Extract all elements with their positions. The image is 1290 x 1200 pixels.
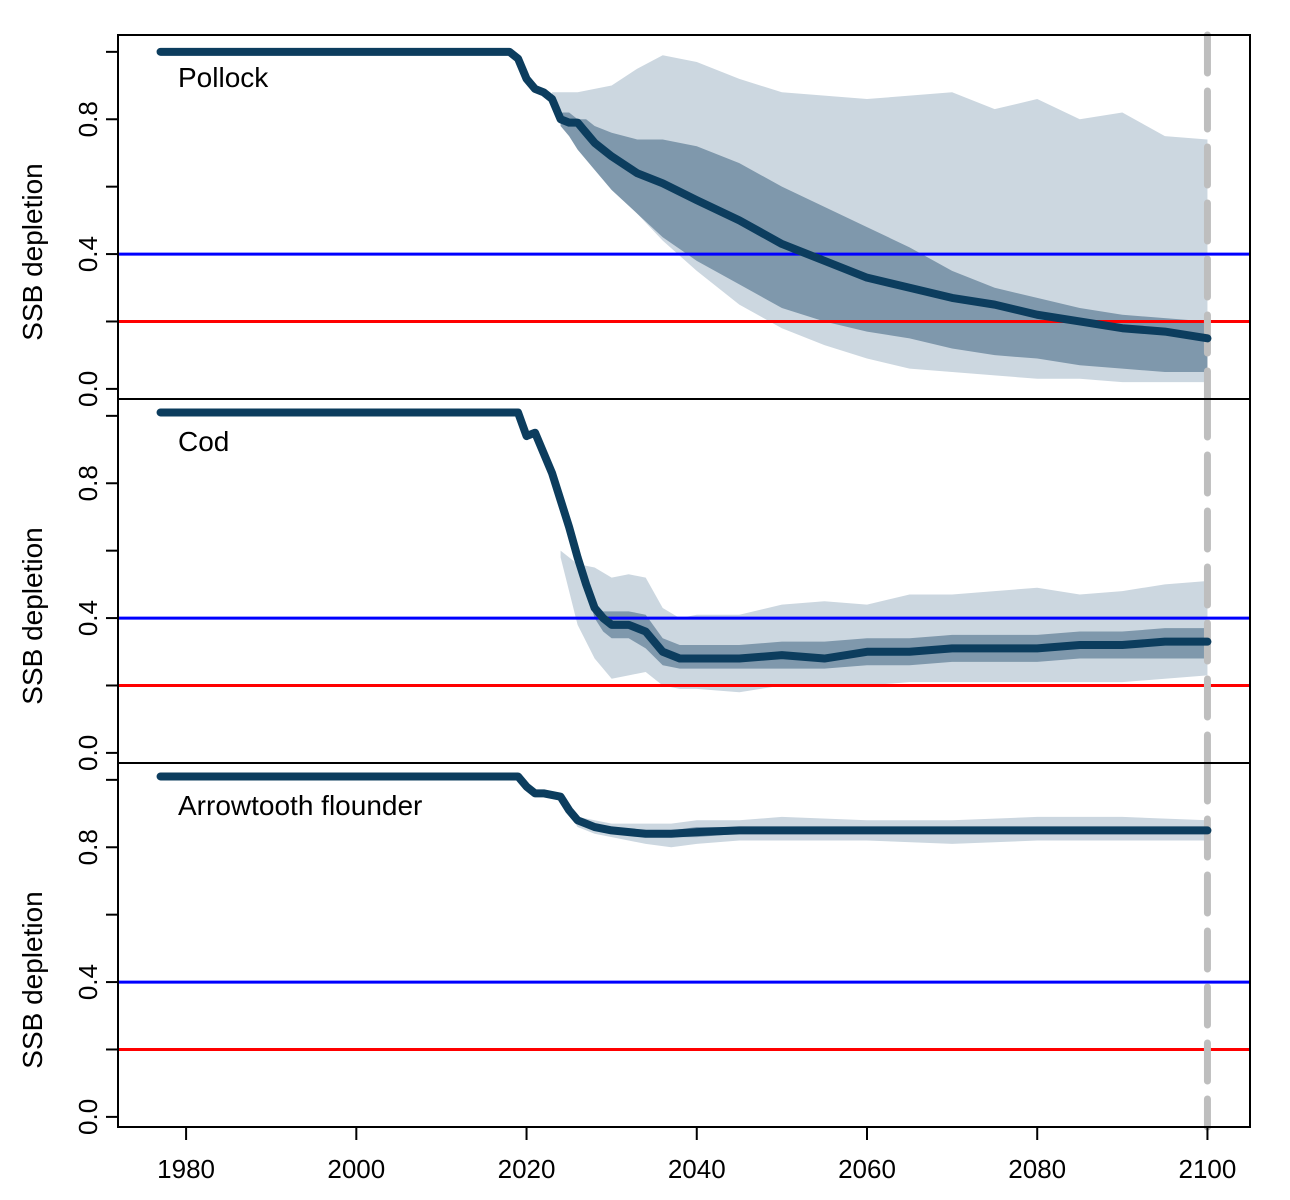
panel-frame — [117, 398, 1251, 764]
y-tick-label: 0.0 — [73, 371, 103, 407]
panel-label: Pollock — [178, 62, 269, 93]
y-axis-label: SSB depletion — [17, 163, 48, 340]
y-axis-label: SSB depletion — [17, 527, 48, 704]
median-line — [156, 772, 1212, 838]
panel-label: Arrowtooth flounder — [178, 790, 422, 821]
x-tick-label: 2080 — [1008, 1154, 1066, 1184]
y-tick-label: 0.4 — [73, 600, 103, 636]
x-tick-label: 2040 — [668, 1154, 726, 1184]
x-tick-label: 2000 — [327, 1154, 385, 1184]
x-tick-label: 2020 — [498, 1154, 556, 1184]
y-tick-label: 0.0 — [73, 735, 103, 771]
median-line — [156, 408, 1212, 663]
x-axis: 1980 2000 2020 2040 2060 2080 2100 — [157, 1126, 1237, 1184]
y-axis-label: SSB depletion — [17, 891, 48, 1068]
panel-pollock: 0.0 0.4 0.8 SSB depletion Pollock — [17, 31, 1251, 407]
y-axis: 0.0 0.4 0.8 SSB depletion — [17, 414, 118, 771]
y-tick-label: 0.4 — [73, 964, 103, 1000]
panel-cod: 0.0 0.4 0.8 SSB depletion Cod — [17, 395, 1251, 771]
panel-label: Cod — [178, 426, 229, 457]
inner-interval-band — [560, 112, 1208, 373]
x-tick-label: 1980 — [157, 1154, 215, 1184]
y-axis: 0.0 0.4 0.8 SSB depletion — [17, 50, 118, 407]
y-tick-label: 0.4 — [73, 236, 103, 272]
x-tick-label: 2060 — [838, 1154, 896, 1184]
y-axis: 0.0 0.4 0.8 SSB depletion — [17, 778, 118, 1135]
y-tick-label: 0.8 — [73, 101, 103, 137]
median-line — [156, 47, 1212, 343]
x-tick-label: 2100 — [1179, 1154, 1237, 1184]
y-tick-label: 0.8 — [73, 829, 103, 865]
outer-interval-band — [560, 550, 1208, 693]
y-tick-label: 0.0 — [73, 1099, 103, 1135]
y-tick-label: 0.8 — [73, 465, 103, 501]
panel-arrowtooth-flounder: 0.0 0.4 0.8 SSB depletion Arrowtooth flounde… — [17, 759, 1251, 1135]
